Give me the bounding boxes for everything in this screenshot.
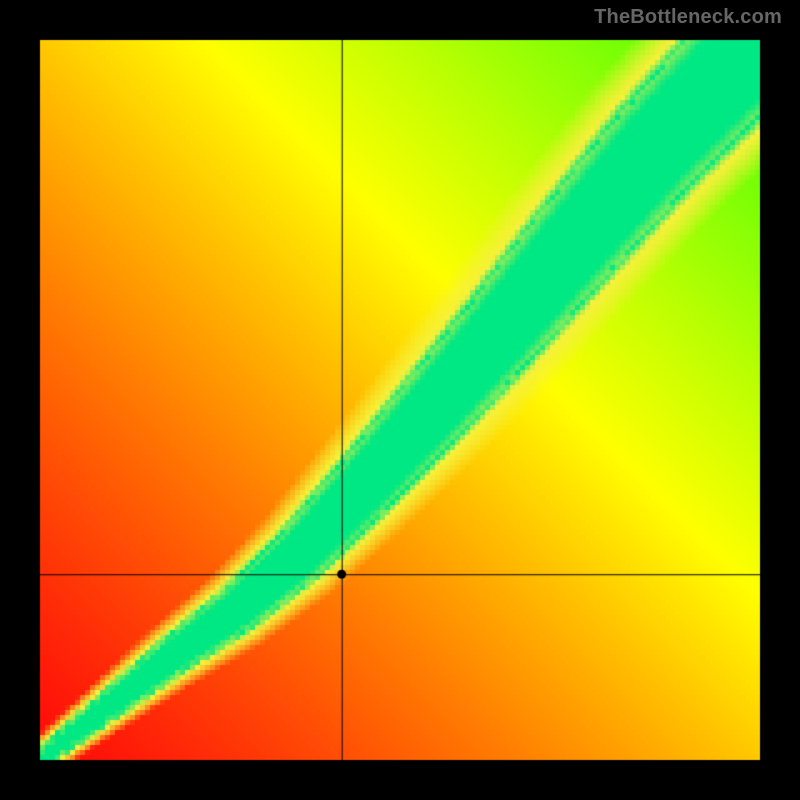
root-container: TheBottleneck.com xyxy=(0,0,800,800)
heatmap-canvas xyxy=(0,0,800,800)
attribution-text: TheBottleneck.com xyxy=(594,6,782,29)
